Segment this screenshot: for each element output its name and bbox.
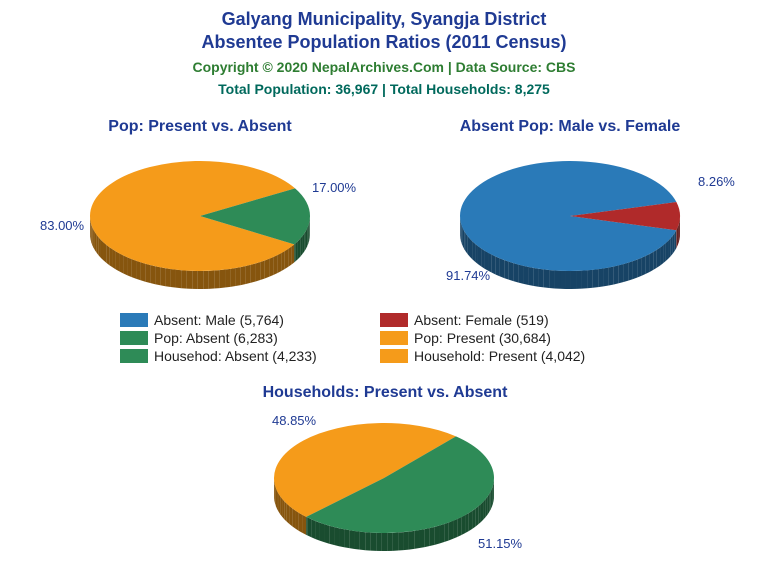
chart3-pie [254,408,514,573]
legend-text: Absent: Female (519) [414,312,549,328]
chart1-title: Pop: Present vs. Absent [60,118,340,136]
main-title: Galyang Municipality, Syangja District A… [0,8,768,55]
chart2-pct-male: 91.74% [446,268,490,283]
chart1-pct-present: 83.00% [40,218,84,233]
chart2-pie [440,146,700,311]
legend-swatch [120,349,148,363]
title-line1: Galyang Municipality, Syangja District [222,9,547,29]
legend-item: Household: Present (4,042) [380,348,640,364]
legend-item: Absent: Male (5,764) [120,312,380,328]
legend-item: Househod: Absent (4,233) [120,348,380,364]
legend-swatch [380,313,408,327]
chart3-pct-present: 48.85% [272,413,316,428]
chart2-pct-female: 8.26% [698,174,735,189]
chart3-pct-absent: 51.15% [478,536,522,551]
legend-item: Pop: Absent (6,283) [120,330,380,346]
legend-swatch [120,313,148,327]
header-block: Galyang Municipality, Syangja District A… [0,0,768,97]
legend: Absent: Male (5,764) Absent: Female (519)… [120,312,648,366]
chart1-pie [70,146,330,311]
legend-swatch [380,349,408,363]
totals-line: Total Population: 36,967 | Total Househo… [0,81,768,97]
legend-swatch [380,331,408,345]
legend-swatch [120,331,148,345]
chart3-title: Households: Present vs. Absent [230,384,540,402]
legend-item: Absent: Female (519) [380,312,640,328]
legend-item: Pop: Present (30,684) [380,330,640,346]
chart1-pct-absent: 17.00% [312,180,356,195]
legend-text: Absent: Male (5,764) [154,312,284,328]
title-line2: Absentee Population Ratios (2011 Census) [201,32,566,52]
legend-text: Househod: Absent (4,233) [154,348,317,364]
legend-text: Pop: Present (30,684) [414,330,551,346]
copyright-line: Copyright © 2020 NepalArchives.Com | Dat… [0,59,768,75]
legend-text: Pop: Absent (6,283) [154,330,278,346]
chart2-title: Absent Pop: Male vs. Female [410,118,730,136]
legend-text: Household: Present (4,042) [414,348,585,364]
